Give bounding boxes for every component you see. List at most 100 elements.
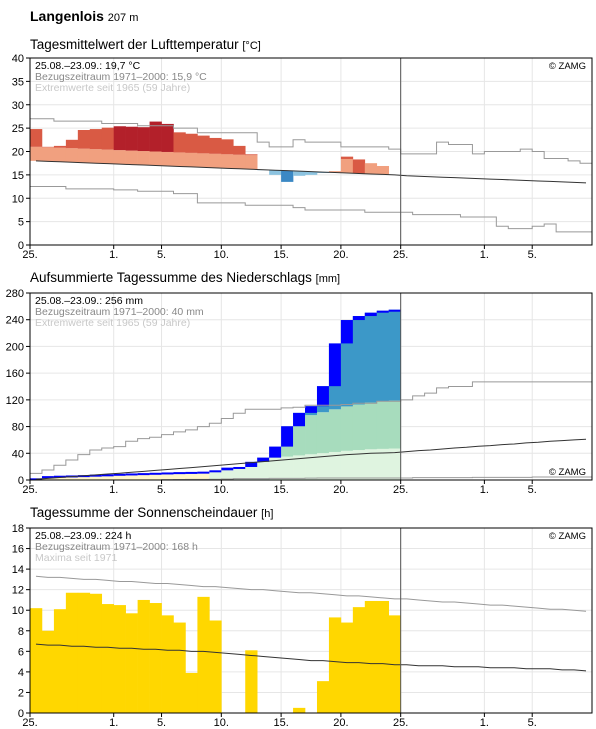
- precipitation-band: [352, 316, 366, 405]
- temperature-bar-mild-part: [89, 149, 103, 164]
- temperature-bar-mild-part: [221, 154, 234, 169]
- precipitation-band: [221, 467, 234, 480]
- precipitation-band: [161, 472, 174, 480]
- sunshine-bar: [209, 620, 222, 713]
- sunshine-bar: [101, 604, 115, 713]
- precipitation-band: [209, 470, 222, 480]
- station-altitude: 207 m: [107, 12, 139, 24]
- precipitation-increment: [185, 471, 198, 474]
- x-tick-label: 5.: [528, 484, 537, 496]
- x-tick-label: 5.: [157, 717, 166, 729]
- temperature-bar: [137, 127, 150, 152]
- x-tick-label: 15.: [273, 484, 288, 496]
- y-tick-label: 25: [12, 123, 24, 135]
- temperature-bar: [305, 171, 318, 175]
- temperature-extreme-max-line: [30, 118, 592, 164]
- precipitation-increment: [388, 309, 401, 312]
- precipitation-panel-title: Aufsummierte Tagessumme des Niederschlag…: [30, 270, 340, 285]
- sunshine-bar: [316, 681, 330, 713]
- sunshine-bar: [77, 592, 91, 713]
- copyright-label: © ZAMG: [549, 531, 586, 542]
- precipitation-increment: [197, 471, 210, 474]
- sunshine-bar: [53, 609, 67, 713]
- temperature-bar: [197, 135, 210, 154]
- temperature-bar: [281, 170, 294, 182]
- station-heading: Langenlois 207 m: [30, 8, 138, 24]
- precipitation-band: [233, 466, 246, 480]
- temperature-bar: [293, 171, 306, 176]
- temperature-bar: [245, 154, 258, 156]
- temperature-bar: [77, 129, 91, 149]
- temperature-bar-mild-part: [101, 149, 115, 164]
- y-tick-label: 2: [18, 687, 24, 699]
- precipitation-band: [197, 471, 210, 480]
- temperature-bar: [30, 129, 43, 147]
- precipitation-band: [316, 453, 330, 480]
- precipitation-band: [269, 457, 282, 480]
- precipitation-band: [340, 406, 354, 451]
- temperature-bar-mild-part: [185, 152, 198, 167]
- precipitation-band: [364, 312, 378, 403]
- y-tick-label: 16: [12, 544, 24, 556]
- temperature-bar-mild-part: [233, 154, 246, 169]
- precipitation-increment: [89, 474, 103, 477]
- precipitation-increment: [137, 473, 150, 476]
- precipitation-increment: [221, 467, 234, 471]
- legend-line-3: Maxima seit 1971: [35, 552, 117, 564]
- legend-line-2: Bezugszeitraum 1971–2000: 168 h: [35, 541, 198, 553]
- precipitation-band: [340, 450, 354, 480]
- legend-line-3: Extremwerte seit 1965 (59 Jahre): [35, 82, 190, 94]
- precipitation-increment: [101, 474, 115, 477]
- temperature-bar: [125, 126, 138, 151]
- x-tick-label: 1.: [480, 717, 489, 729]
- legend-line-1: 25.08.–23.09.: 256 mm: [35, 295, 143, 307]
- x-tick-label: 1.: [480, 484, 489, 496]
- y-tick-label: 10: [12, 605, 24, 617]
- y-tick-label: 4: [18, 667, 24, 679]
- sunshine-bar: [364, 600, 378, 713]
- temperature-bar: [173, 132, 186, 153]
- precipitation-increment: [340, 320, 354, 344]
- temperature-bar-mild-part: [197, 153, 210, 168]
- y-tick-label: 10: [12, 193, 24, 205]
- precipitation-increment: [209, 470, 222, 473]
- sunshine-maxima-line: [35, 575, 587, 612]
- precipitation-extreme-max-line: [30, 381, 592, 474]
- sunshine-bar: [41, 630, 55, 713]
- x-tick-label: 1.: [109, 717, 118, 729]
- y-tick-label: 14: [12, 564, 24, 576]
- precipitation-unit: [mm]: [315, 273, 341, 285]
- precipitation-band: [352, 404, 366, 451]
- temperature-bar-mild-part: [53, 147, 67, 162]
- x-tick-label: 5.: [528, 249, 537, 261]
- x-tick-label: 15.: [273, 249, 288, 261]
- precipitation-increment: [53, 475, 67, 478]
- precipitation-title-text: Aufsummierte Tagessumme des Niederschlag…: [30, 270, 312, 285]
- precipitation-increment: [161, 472, 174, 475]
- precipitation-band: [376, 310, 390, 402]
- precipitation-band: [185, 471, 198, 480]
- precipitation-increment: [364, 312, 378, 317]
- plot-frame: [29, 527, 593, 714]
- temperature-bar: [221, 139, 234, 155]
- x-tick-label: 1.: [109, 249, 118, 261]
- precipitation-increment: [328, 343, 342, 387]
- precipitation-increment: [173, 472, 186, 475]
- temperature-bar-mild-part: [209, 153, 222, 168]
- sunshine-bar: [89, 593, 103, 713]
- temperature-bar: [53, 145, 67, 148]
- temperature-extreme-min-line: [30, 186, 592, 233]
- precipitation-increment: [352, 316, 366, 321]
- precipitation-areas: [30, 309, 401, 481]
- x-tick-label: 25.: [393, 484, 408, 496]
- y-tick-label: 18: [12, 523, 24, 535]
- x-tick-label: 10.: [214, 249, 229, 261]
- y-tick-label: 240: [6, 315, 24, 327]
- sunshine-bar: [173, 622, 186, 713]
- precipitation-band: [89, 474, 103, 480]
- temperature-bar: [101, 127, 115, 150]
- y-tick-label: 5: [18, 217, 24, 229]
- temperature-bar-mild-part: [125, 150, 138, 165]
- precipitation-band: [376, 448, 390, 480]
- temperature-bar-mild-part: [137, 151, 150, 166]
